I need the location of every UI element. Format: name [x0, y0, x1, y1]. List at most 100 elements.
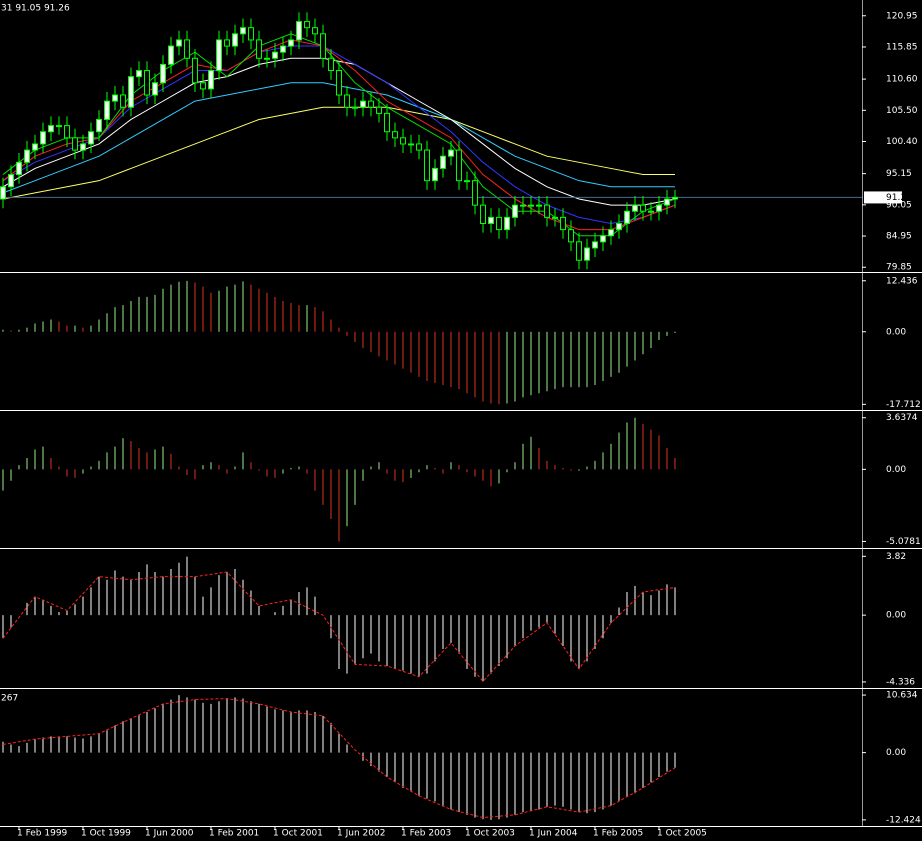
candle-body: [656, 204, 662, 212]
y-tick-label: 3.6374: [886, 413, 918, 423]
candle-body: [616, 222, 622, 231]
x-tick-label: 1 Jun 2004: [529, 829, 578, 839]
y-tick-label: 12.436: [886, 276, 918, 286]
signal-line: [2, 697, 676, 819]
candle-body: [592, 241, 598, 249]
candle-body: [32, 143, 38, 151]
x-tick-label: 1 Feb 2001: [209, 829, 259, 839]
x-tick-label: 1 Feb 2005: [593, 829, 643, 839]
candle-body: [400, 137, 406, 145]
candle-body: [512, 204, 518, 218]
y-tick-label: 0.00: [886, 465, 906, 475]
candle-body: [88, 131, 94, 145]
x-tick-label: 1 Oct 2005: [657, 829, 707, 839]
candle-body: [112, 94, 118, 102]
candle-body: [208, 70, 214, 90]
candle-body: [280, 45, 286, 53]
candle-body: [184, 39, 190, 59]
candle-body: [248, 27, 254, 41]
last-price-label: 91.26: [886, 193, 912, 203]
candle-body: [120, 94, 126, 108]
signal-line: [2, 571, 676, 683]
candle-body: [8, 174, 14, 188]
y-tick-label: -17.712: [886, 400, 921, 410]
candle-body: [456, 149, 462, 182]
candle-body: [312, 27, 318, 35]
candle-body: [448, 149, 454, 157]
candle-body: [40, 131, 46, 145]
candle-body: [408, 143, 414, 146]
candle-body: [608, 229, 614, 237]
candle-body: [600, 235, 606, 243]
y-tick-label: 84.95: [886, 232, 912, 242]
candle-body: [72, 137, 78, 151]
candle-body: [168, 45, 174, 65]
candle-body: [240, 27, 246, 35]
candle-body: [24, 149, 30, 163]
y-tick-label: 79.85: [886, 263, 912, 273]
candle-body: [504, 216, 510, 231]
candle-body: [560, 216, 566, 231]
candle-body: [232, 33, 238, 47]
y-tick-label: -4.336: [886, 677, 915, 687]
candle-body: [136, 70, 142, 78]
candle-body: [304, 21, 310, 29]
candle-body: [648, 210, 654, 213]
x-tick-label: 1 Jun 2002: [337, 829, 385, 839]
candle-body: [640, 204, 646, 212]
candle-body: [536, 204, 542, 207]
candle-body: [416, 143, 422, 151]
y-tick-label: 95.15: [886, 169, 912, 179]
candle-body: [336, 70, 342, 96]
candle-body: [528, 204, 534, 207]
y-tick-label: 10.634: [886, 691, 918, 701]
y-tick-label: 110.60: [886, 75, 918, 85]
panel-title: 267: [1, 694, 18, 704]
candle-body: [64, 125, 70, 139]
candle-body: [152, 82, 158, 96]
candle-body: [320, 33, 326, 59]
candle-body: [56, 125, 62, 128]
candle-body: [624, 210, 630, 224]
candle-body: [488, 216, 494, 224]
candle-body: [480, 204, 486, 224]
candle-body: [296, 21, 302, 41]
y-tick-label: 90.05: [886, 200, 912, 210]
candle-body: [376, 106, 382, 114]
last-price-box: [864, 191, 902, 204]
x-tick-label: 1 Oct 2003: [465, 829, 515, 839]
x-tick-label: 1 Jun 2000: [145, 829, 194, 839]
candle-body: [664, 198, 670, 206]
candle-body: [544, 204, 550, 218]
candle-body: [520, 204, 526, 207]
candle-body: [128, 76, 134, 108]
candle-body: [264, 57, 270, 60]
x-tick-label: 1 Oct 2001: [273, 829, 323, 839]
candle-body: [48, 125, 54, 133]
y-tick-label: 120.95: [886, 11, 918, 21]
panel-title: 31 91.05 91.26: [1, 4, 70, 14]
x-tick-label: 1 Feb 2003: [401, 829, 451, 839]
candle-body: [272, 51, 278, 59]
candle-body: [368, 100, 374, 108]
candle-body: [176, 39, 182, 47]
candle-body: [352, 106, 358, 109]
candle-body: [224, 39, 230, 47]
candle-body: [192, 57, 198, 84]
candle-body: [472, 180, 478, 206]
candle-body: [16, 161, 22, 176]
candle-body: [216, 39, 222, 72]
candle-body: [200, 82, 206, 90]
candle-body: [464, 180, 470, 183]
candle-body: [576, 241, 582, 261]
candle-body: [256, 39, 262, 59]
y-tick-label: 3.82: [886, 552, 906, 562]
y-tick-label: 115.85: [886, 42, 918, 52]
candle-body: [0, 186, 6, 200]
candle-body: [568, 229, 574, 243]
candle-body: [584, 247, 590, 261]
candle-body: [288, 39, 294, 47]
